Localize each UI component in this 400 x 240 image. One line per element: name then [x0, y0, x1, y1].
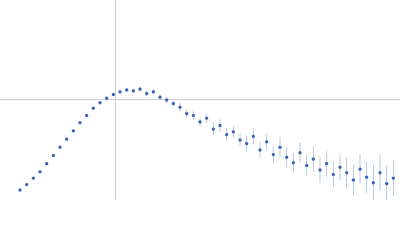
data-point — [85, 113, 89, 118]
data-point — [291, 161, 295, 165]
data-point — [238, 138, 242, 142]
data-point — [111, 92, 115, 97]
data-point — [18, 188, 22, 192]
data-point — [331, 172, 335, 177]
data-point — [391, 176, 395, 180]
data-point — [31, 176, 35, 180]
data-point — [378, 171, 382, 175]
data-point — [325, 162, 329, 166]
data-point — [338, 165, 342, 169]
data-point — [205, 116, 209, 120]
data-point — [118, 90, 122, 94]
data-point — [351, 178, 355, 182]
data-point — [191, 113, 195, 118]
data-point — [211, 127, 215, 131]
data-point — [225, 132, 229, 137]
data-point — [171, 102, 175, 106]
data-point — [245, 142, 249, 146]
data-point — [185, 112, 189, 116]
data-point — [371, 181, 375, 185]
data-point — [158, 95, 162, 99]
data-point — [271, 152, 275, 157]
data-point — [105, 96, 109, 100]
data-point — [25, 182, 29, 187]
data-point — [38, 170, 42, 174]
data-point — [138, 87, 142, 91]
data-point — [231, 130, 235, 134]
data-point — [265, 140, 269, 144]
data-point — [131, 89, 135, 93]
data-point — [178, 105, 182, 109]
data-point — [71, 129, 75, 133]
chart — [0, 0, 400, 200]
data-point — [91, 106, 95, 110]
data-point — [365, 175, 369, 179]
data-point — [258, 148, 262, 152]
data-point — [165, 98, 169, 102]
data-point — [285, 155, 289, 159]
data-point — [198, 120, 202, 124]
data-point — [298, 151, 302, 155]
data-point — [251, 134, 255, 138]
data-point — [385, 182, 389, 186]
data-point — [311, 157, 315, 161]
data-point — [98, 101, 102, 105]
data-point — [58, 145, 62, 149]
data-point — [78, 121, 82, 125]
data-point — [51, 153, 55, 158]
data-point — [318, 168, 322, 172]
data-point — [218, 123, 222, 128]
data-point — [65, 137, 69, 141]
data-point — [145, 92, 149, 96]
data-point — [345, 171, 349, 175]
data-point — [305, 163, 309, 168]
data-point — [278, 145, 282, 149]
data-point — [151, 90, 155, 94]
data-point — [125, 88, 129, 92]
data-point — [45, 162, 49, 166]
data-point — [358, 167, 362, 171]
